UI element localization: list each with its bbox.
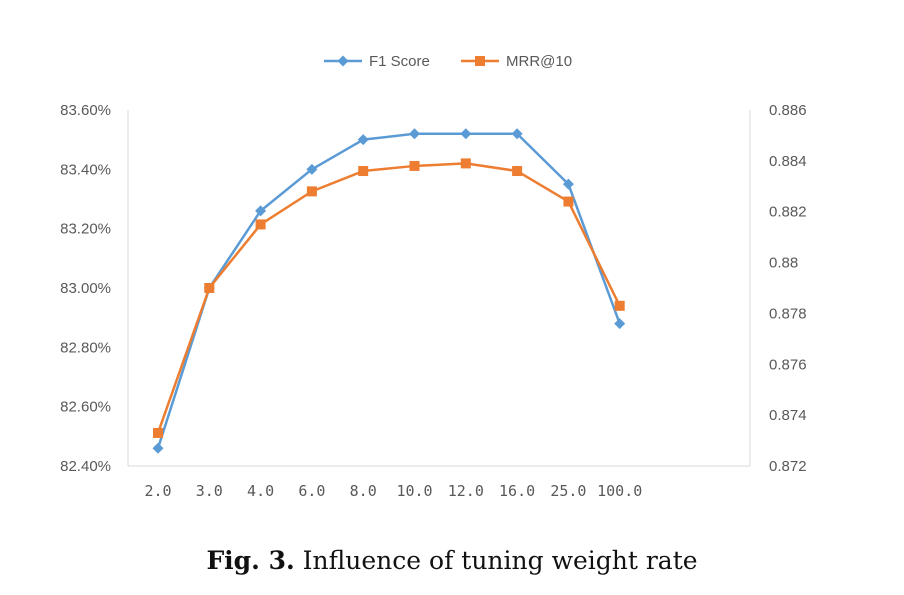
left-y-tick-label: 83.40% bbox=[60, 161, 111, 178]
right-y-tick-label: 0.878 bbox=[769, 305, 807, 322]
data-point-diamond bbox=[152, 442, 164, 454]
axes bbox=[127, 110, 751, 467]
x-tick-label: 16.0 bbox=[499, 482, 535, 500]
caption-text: Influence of tuning weight rate bbox=[302, 546, 698, 575]
series-f1-score bbox=[152, 128, 626, 454]
legend-label: MRR@10 bbox=[506, 53, 572, 70]
x-tick-label: 6.0 bbox=[298, 482, 325, 500]
x-tick-label: 100.0 bbox=[597, 482, 642, 500]
x-tick-label: 8.0 bbox=[350, 482, 377, 500]
series-group bbox=[152, 128, 626, 454]
data-point-square bbox=[306, 186, 317, 197]
data-point-square bbox=[358, 166, 369, 177]
data-point-diamond bbox=[562, 178, 574, 190]
data-point-square bbox=[512, 166, 523, 177]
right-y-tick-label: 0.88 bbox=[769, 255, 798, 272]
right-y-tick-label: 0.882 bbox=[769, 204, 807, 221]
data-point-square bbox=[563, 196, 574, 207]
series-line bbox=[156, 162, 621, 434]
left-y-tick-label: 83.60% bbox=[60, 102, 111, 119]
right-y-axis-ticks: 0.886 0.884 0.882 0.88 0.878 0.876 0.874 0.872 bbox=[769, 102, 807, 475]
right-y-tick-label: 0.884 bbox=[769, 153, 807, 170]
legend: F1 Score MRR@10 bbox=[324, 53, 572, 70]
x-tick-label: 25.0 bbox=[550, 482, 586, 500]
x-tick-label: 3.0 bbox=[196, 482, 223, 500]
right-y-tick-label: 0.886 bbox=[769, 102, 807, 119]
data-point-square bbox=[204, 283, 215, 293]
left-y-tick-label: 82.40% bbox=[60, 458, 111, 475]
right-y-tick-label: 0.872 bbox=[769, 458, 807, 475]
x-tick-label: 12.0 bbox=[448, 482, 484, 500]
caption-label: Fig. 3. bbox=[206, 546, 295, 575]
data-point-diamond bbox=[409, 128, 420, 140]
data-point-diamond bbox=[357, 134, 369, 146]
data-point-diamond bbox=[306, 163, 318, 175]
data-point-diamond bbox=[460, 128, 472, 140]
data-point-diamond bbox=[255, 205, 267, 217]
left-y-tick-label: 82.80% bbox=[60, 339, 111, 356]
data-point-diamond bbox=[511, 128, 523, 140]
legend-marker-diamond bbox=[337, 55, 349, 67]
legend-item: F1 Score bbox=[324, 53, 430, 70]
legend-item: MRR@10 bbox=[461, 53, 572, 70]
series-mrr-10 bbox=[153, 158, 625, 438]
legend-label: F1 Score bbox=[369, 53, 430, 70]
x-axis-ticks: 2.0 3.0 4.0 6.0 8.0 10.0 12.0 16.0 25.0 100.0 bbox=[144, 482, 642, 500]
x-tick-label: 2.0 bbox=[144, 482, 171, 500]
right-y-tick-label: 0.874 bbox=[769, 407, 807, 424]
left-y-axis-ticks: 83.60% 83.40% 83.20% 83.00% 82.80% 82.60% 82.4… bbox=[60, 102, 111, 475]
data-point-square bbox=[614, 300, 625, 311]
left-y-tick-label: 83.00% bbox=[60, 280, 111, 297]
left-y-tick-label: 82.60% bbox=[60, 399, 111, 416]
figure-caption: Fig. 3. Influence of tuning weight rate bbox=[0, 546, 904, 575]
x-tick-label: 10.0 bbox=[396, 482, 432, 500]
x-tick-label: 4.0 bbox=[247, 482, 274, 500]
data-point-square bbox=[409, 160, 420, 171]
data-point-diamond bbox=[614, 318, 626, 330]
left-y-tick-label: 83.20% bbox=[60, 221, 111, 238]
legend-marker-square bbox=[475, 56, 485, 66]
data-point-square bbox=[153, 427, 163, 438]
right-y-tick-label: 0.876 bbox=[769, 356, 807, 373]
data-point-square bbox=[255, 219, 266, 230]
series-line bbox=[156, 132, 621, 449]
data-point-square bbox=[460, 158, 471, 169]
